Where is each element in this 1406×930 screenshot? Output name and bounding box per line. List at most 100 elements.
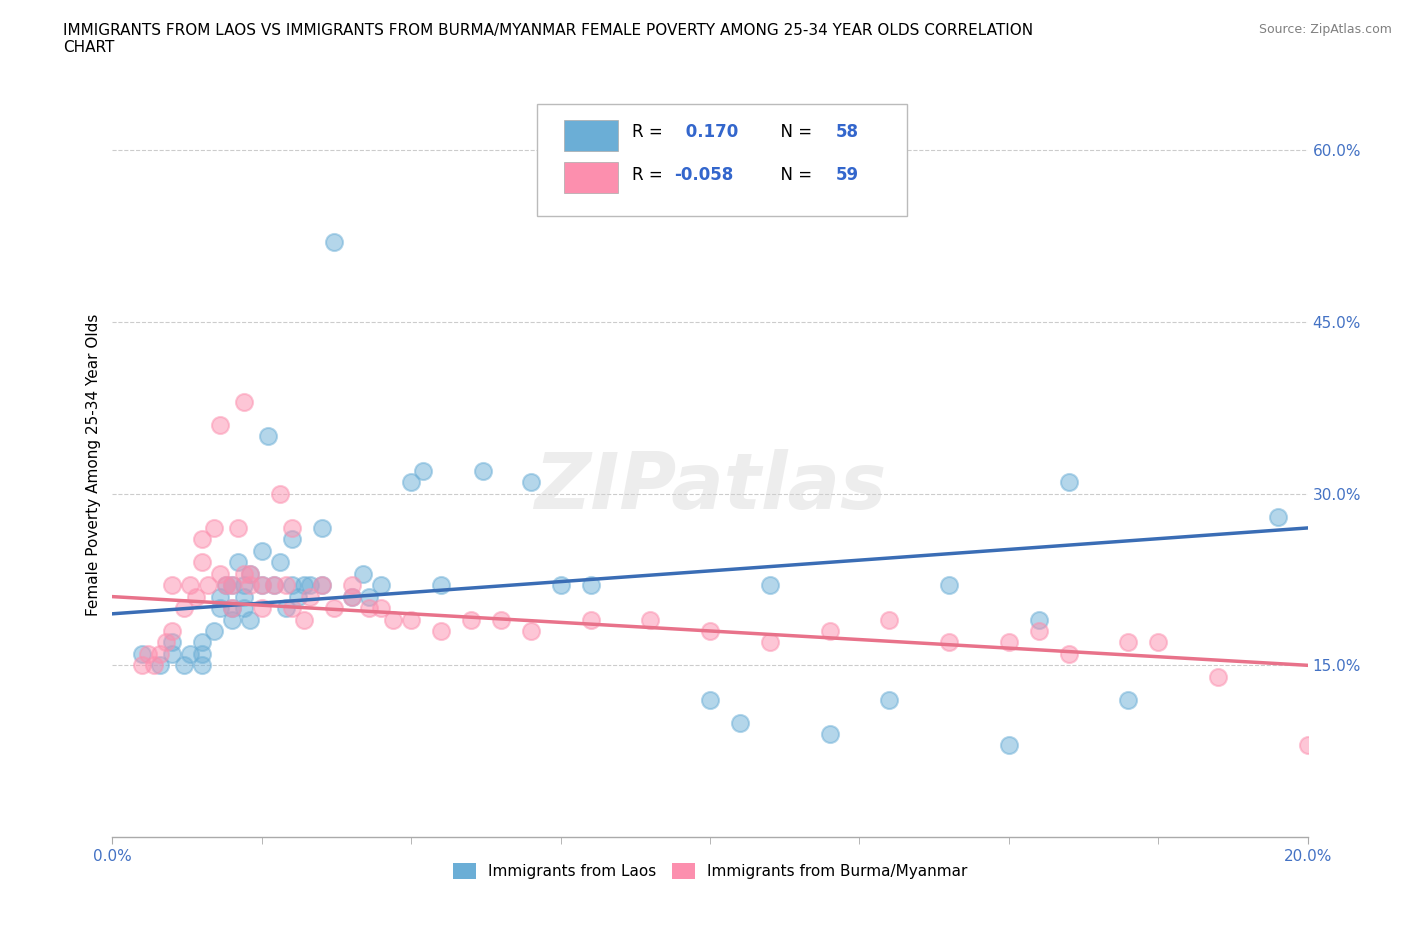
Point <box>162 635 183 650</box>
Point <box>274 601 297 616</box>
Point <box>215 578 238 592</box>
Point <box>221 612 243 627</box>
Point <box>287 590 309 604</box>
Text: N =: N = <box>770 166 817 184</box>
Text: 59: 59 <box>835 166 859 184</box>
Point <box>191 658 214 672</box>
Point <box>370 601 392 616</box>
Point <box>257 429 280 444</box>
Text: R =: R = <box>633 166 668 184</box>
Point <box>818 726 841 741</box>
Point <box>292 612 315 627</box>
Point <box>215 578 238 592</box>
Point <box>1057 646 1080 661</box>
Point <box>382 612 405 627</box>
Point <box>322 234 344 249</box>
Point <box>143 658 166 672</box>
Point <box>401 612 423 627</box>
Point <box>340 590 363 604</box>
Text: CHART: CHART <box>63 40 115 55</box>
Point <box>311 521 333 536</box>
Point <box>209 601 232 616</box>
Point <box>640 612 662 627</box>
Point <box>472 463 495 478</box>
Point <box>263 578 285 592</box>
Point <box>233 566 256 581</box>
Point <box>489 612 512 627</box>
Point <box>579 612 602 627</box>
Point <box>1118 635 1140 650</box>
Point <box>879 612 901 627</box>
Point <box>359 590 381 604</box>
Point <box>1147 635 1170 650</box>
Point <box>353 566 375 581</box>
Legend: Immigrants from Laos, Immigrants from Burma/Myanmar: Immigrants from Laos, Immigrants from Bu… <box>447 857 973 885</box>
Y-axis label: Female Poverty Among 25-34 Year Olds: Female Poverty Among 25-34 Year Olds <box>86 313 101 617</box>
Point <box>1057 474 1080 489</box>
Point <box>250 543 273 558</box>
Point <box>173 658 195 672</box>
Point <box>209 590 232 604</box>
Text: N =: N = <box>770 123 817 140</box>
Point <box>250 578 273 592</box>
Point <box>202 623 225 638</box>
Point <box>311 578 333 592</box>
Point <box>239 566 262 581</box>
Point <box>1296 738 1319 753</box>
Point <box>162 646 183 661</box>
Point <box>226 555 249 570</box>
Point <box>1267 509 1289 524</box>
Point <box>1028 623 1050 638</box>
Point <box>520 623 543 638</box>
Point <box>209 566 232 581</box>
Point <box>179 578 201 592</box>
Point <box>938 578 960 592</box>
Point <box>131 646 153 661</box>
Point <box>412 463 434 478</box>
Point <box>173 601 195 616</box>
Point <box>370 578 392 592</box>
Point <box>298 590 321 604</box>
Point <box>998 635 1021 650</box>
Point <box>191 532 214 547</box>
Point <box>1118 692 1140 707</box>
Point <box>699 623 721 638</box>
Point <box>298 578 321 592</box>
Point <box>233 394 256 409</box>
Text: IMMIGRANTS FROM LAOS VS IMMIGRANTS FROM BURMA/MYANMAR FEMALE POVERTY AMONG 25-34: IMMIGRANTS FROM LAOS VS IMMIGRANTS FROM … <box>63 23 1033 38</box>
Point <box>221 578 243 592</box>
Point <box>239 566 262 581</box>
Point <box>340 578 363 592</box>
Point <box>131 658 153 672</box>
Text: 0.170: 0.170 <box>681 123 738 140</box>
Point <box>269 486 291 501</box>
Text: -0.058: -0.058 <box>675 166 734 184</box>
Point <box>430 578 453 592</box>
Point <box>233 590 256 604</box>
Point <box>938 635 960 650</box>
Point <box>179 646 201 661</box>
Point <box>149 658 172 672</box>
Point <box>322 601 344 616</box>
Point <box>728 715 751 730</box>
Point <box>155 635 177 650</box>
Text: R =: R = <box>633 123 668 140</box>
Point <box>221 601 243 616</box>
Point <box>281 601 304 616</box>
Text: ZIPatlas: ZIPatlas <box>534 449 886 525</box>
Point <box>221 578 243 592</box>
Point <box>209 418 232 432</box>
Point <box>460 612 482 627</box>
Point <box>239 612 262 627</box>
Point <box>263 578 285 592</box>
FancyBboxPatch shape <box>537 104 907 216</box>
Point <box>191 646 214 661</box>
Point <box>340 590 363 604</box>
Point <box>1206 670 1229 684</box>
Point <box>281 532 304 547</box>
Point <box>699 692 721 707</box>
FancyBboxPatch shape <box>564 120 619 151</box>
Text: Source: ZipAtlas.com: Source: ZipAtlas.com <box>1258 23 1392 36</box>
Text: 58: 58 <box>835 123 859 140</box>
Point <box>250 601 273 616</box>
